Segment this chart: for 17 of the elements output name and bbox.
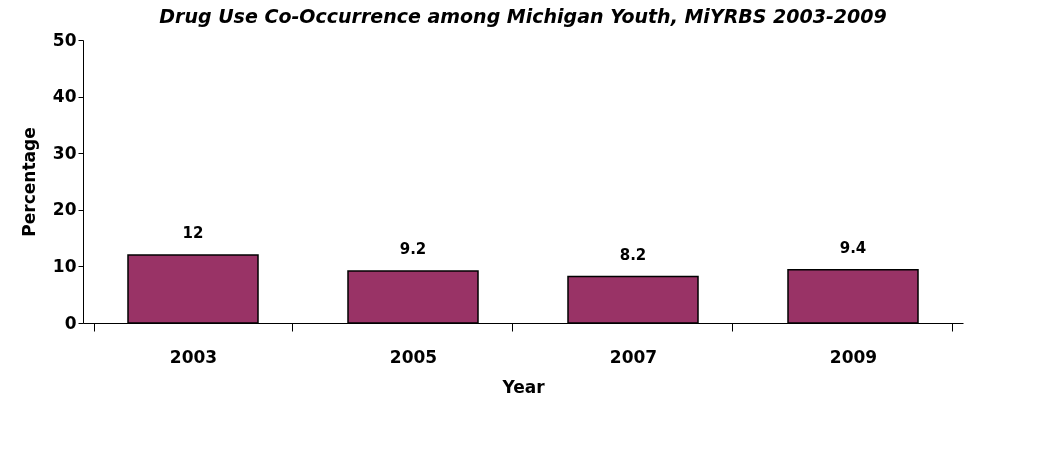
x-tick-label: 2007 bbox=[609, 346, 658, 367]
y-tick-label: 40 bbox=[52, 86, 77, 107]
y-axis-title: Percentage bbox=[18, 127, 39, 237]
x-tick-label: 2003 bbox=[169, 346, 218, 367]
y-tick-label: 50 bbox=[52, 29, 77, 50]
data-label: 9.4 bbox=[839, 238, 867, 257]
x-axis-title: Year bbox=[501, 376, 546, 397]
data-label: 9.2 bbox=[399, 239, 427, 258]
x-tick-label: 2005 bbox=[389, 346, 438, 367]
data-label: 12 bbox=[182, 224, 204, 243]
y-tick-label: 10 bbox=[52, 255, 77, 276]
data-label: 8.2 bbox=[619, 245, 647, 264]
y-tick-label: 30 bbox=[52, 142, 77, 163]
chart-title: Drug Use Co-Occurrence among Michigan Youth, MiYRBS 2003-2009 bbox=[159, 5, 887, 27]
y-tick-label: 0 bbox=[64, 312, 77, 333]
y-tick-label: 20 bbox=[52, 199, 77, 220]
x-tick-label: 2009 bbox=[829, 346, 878, 367]
